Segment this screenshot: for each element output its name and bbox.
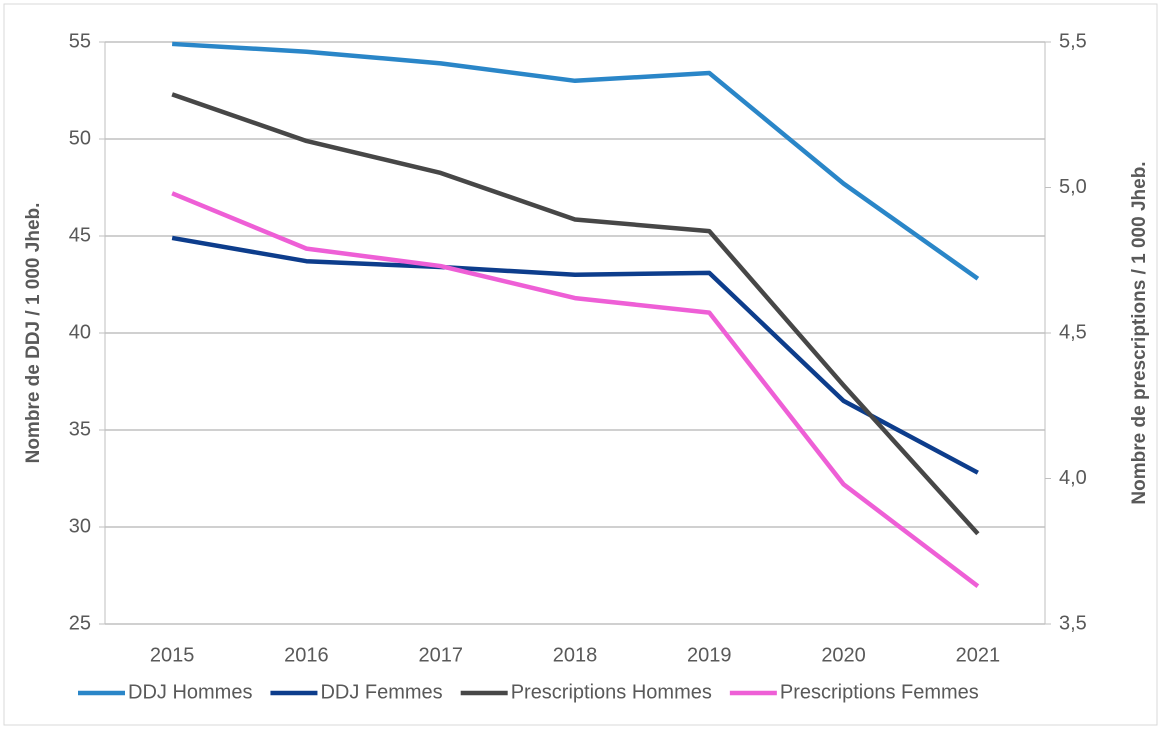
line-series [171,92,980,536]
y-tick-label: 40 [69,321,91,343]
y-axis-title: Nombre de DDJ / 1 000 Jheb. [23,203,44,464]
line-series [171,191,980,588]
y2-tick-label: 5,0 [1059,176,1087,198]
frame [3,3,1158,726]
y2-tick-label: 4,5 [1059,321,1087,343]
x-tick-label: 2020 [821,644,866,666]
y-tick-label: 50 [69,127,91,149]
x-tick-label: 2015 [150,644,195,666]
y-tick-label: 45 [69,224,91,246]
legend-label: DDJ Femmes [320,681,442,703]
y-tick-label: 30 [69,515,91,537]
line-series [172,41,980,281]
y-tick-label: 25 [69,612,91,634]
y2-tick-label: 4,0 [1059,467,1087,489]
line-series [171,235,979,475]
y-tick-label: 35 [69,418,91,440]
legend-label: DDJ Hommes [128,681,252,703]
y2-tick-label: 5,5 [1059,30,1087,52]
x-tick-label: 2021 [956,644,1001,666]
legend-label: Prescriptions Hommes [511,681,712,703]
y2-axis-title: Nombre de prescriptions / 1 000 Jheb. [1129,161,1150,504]
x-tick-label: 2016 [284,644,329,666]
x-tick-label: 2018 [553,644,598,666]
x-tick-label: 2017 [418,644,463,666]
legend-label: Prescriptions Femmes [780,681,979,703]
y-tick-label: 55 [69,30,91,52]
x-tick-label: 2019 [687,644,732,666]
y2-tick-label: 3,5 [1059,612,1087,634]
